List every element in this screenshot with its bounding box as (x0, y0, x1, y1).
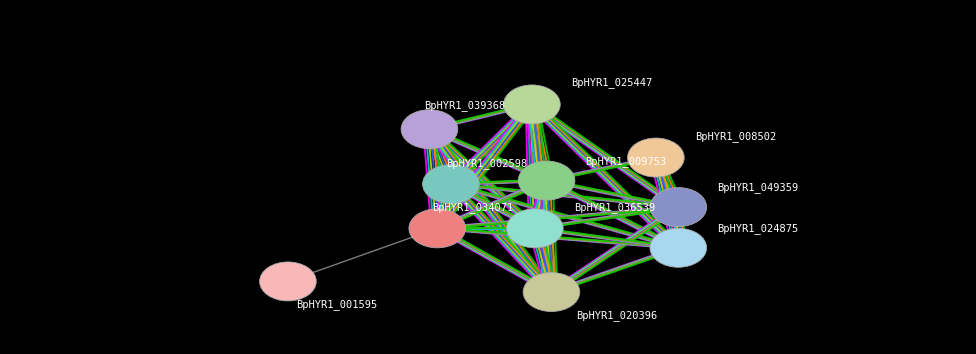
Ellipse shape (650, 228, 707, 267)
Ellipse shape (507, 209, 563, 248)
Text: BpHYR1_025447: BpHYR1_025447 (571, 77, 652, 88)
Text: BpHYR1_034071: BpHYR1_034071 (432, 202, 513, 213)
Text: BpHYR1_024875: BpHYR1_024875 (717, 223, 798, 234)
Text: BpHYR1_009753: BpHYR1_009753 (586, 156, 667, 166)
Ellipse shape (650, 188, 707, 227)
Text: BpHYR1_001595: BpHYR1_001595 (296, 299, 377, 310)
Ellipse shape (423, 165, 479, 204)
Ellipse shape (628, 138, 684, 177)
Ellipse shape (518, 161, 575, 200)
Text: BpHYR1_036539: BpHYR1_036539 (574, 202, 655, 213)
Text: BpHYR1_039368: BpHYR1_039368 (425, 100, 506, 110)
Ellipse shape (260, 262, 316, 301)
Text: BpHYR1_008502: BpHYR1_008502 (695, 132, 776, 142)
Ellipse shape (504, 85, 560, 124)
Ellipse shape (401, 110, 458, 149)
Text: BpHYR1_020396: BpHYR1_020396 (576, 310, 657, 320)
Ellipse shape (409, 209, 466, 248)
Text: BpHYR1_049359: BpHYR1_049359 (717, 182, 798, 193)
Ellipse shape (523, 273, 580, 312)
Text: BpHYR1_002598: BpHYR1_002598 (446, 158, 527, 169)
